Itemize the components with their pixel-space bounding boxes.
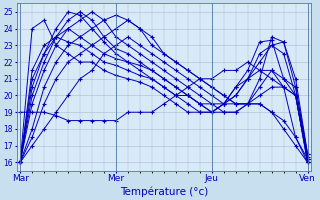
- X-axis label: Température (°c): Température (°c): [120, 186, 208, 197]
